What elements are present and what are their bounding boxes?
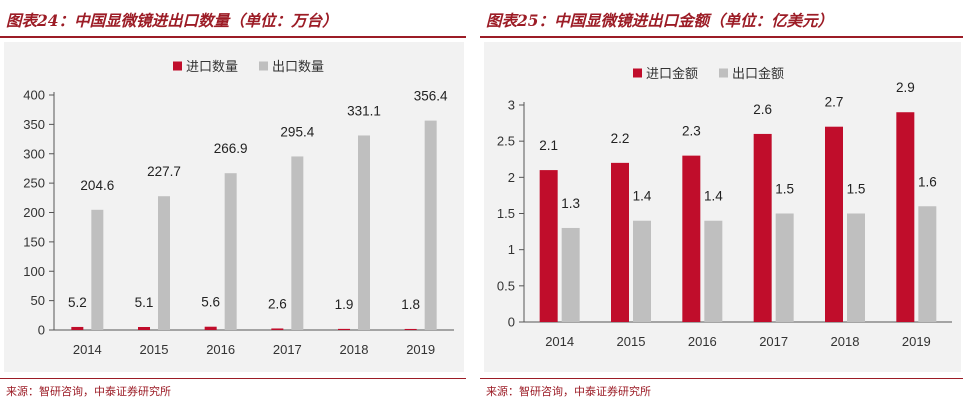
legend-label: 出口数量 bbox=[272, 60, 324, 75]
export-bar-2015 bbox=[158, 196, 170, 330]
import-bar-2016 bbox=[682, 155, 701, 322]
data-label: 1.5 bbox=[847, 182, 866, 197]
import-bar-2019 bbox=[896, 112, 915, 322]
export-bar-2016 bbox=[224, 173, 237, 330]
import-bar-2015 bbox=[611, 162, 629, 322]
data-label: 5.6 bbox=[201, 295, 220, 310]
export-bar-2018 bbox=[847, 213, 865, 322]
data-label: 2.1 bbox=[539, 138, 558, 153]
chart-panel-value: 图表25：中国显微镜进出口金额（单位：亿美元） 0 0.5 1 1.5 2 2.5 3 2.1… bbox=[480, 0, 967, 408]
figure-title: 图表24：中国显微镜进出口数量（单位：万台） bbox=[6, 11, 338, 30]
title-divider bbox=[0, 36, 466, 38]
export-bar-2019 bbox=[424, 120, 437, 331]
x-tick-label: 2019 bbox=[902, 334, 931, 349]
chart-area: 0 0.5 1 1.5 2 2.5 3 2.1 1.3 2014 2.2 1.4 2015 2.3 1.4 2… bbox=[484, 42, 961, 372]
x-tick-label: 2014 bbox=[73, 342, 102, 357]
data-label: 227.7 bbox=[147, 164, 181, 179]
x-tick-label: 2015 bbox=[617, 334, 646, 349]
data-label: 1.9 bbox=[335, 297, 354, 312]
chart-panel-quantity: 图表24：中国显微镜进出口数量（单位：万台） 0 50 100 150 200 250 30… bbox=[0, 0, 470, 408]
import-bar-2014 bbox=[71, 326, 84, 330]
y-tick-label: 250 bbox=[23, 176, 45, 191]
y-tick-label: 400 bbox=[23, 88, 45, 103]
legend-swatch-import bbox=[173, 61, 182, 71]
x-tick-label: 2018 bbox=[340, 342, 369, 357]
export-bar-2014 bbox=[561, 227, 580, 322]
legend-label: 进口数量 bbox=[186, 60, 238, 75]
data-label: 2.6 bbox=[268, 296, 287, 311]
export-bar-2019 bbox=[918, 206, 937, 322]
x-tick-label: 2017 bbox=[273, 342, 302, 357]
import-bar-2014 bbox=[539, 170, 558, 322]
export-bar-2015 bbox=[633, 220, 651, 322]
x-tick-label: 2016 bbox=[688, 334, 717, 349]
import-bar-2015 bbox=[138, 327, 150, 330]
data-label: 2.9 bbox=[896, 80, 915, 95]
import-bar-2017 bbox=[271, 328, 284, 330]
y-tick-label: 2.5 bbox=[497, 134, 515, 149]
title-divider bbox=[480, 36, 963, 38]
import-bar-2018 bbox=[825, 126, 843, 322]
data-label: 266.9 bbox=[214, 141, 248, 156]
data-label: 204.6 bbox=[80, 178, 114, 193]
data-label: 1.4 bbox=[704, 189, 723, 204]
value-bar-chart: 0 0.5 1 1.5 2 2.5 3 2.1 1.3 2014 2.2 1.4 2015 2.3 1.4 2… bbox=[497, 66, 952, 349]
export-bar-2017 bbox=[775, 213, 794, 322]
legend-swatch-export bbox=[719, 68, 728, 78]
data-label: 331.1 bbox=[347, 103, 381, 118]
data-label: 5.1 bbox=[135, 295, 154, 310]
source-divider bbox=[0, 378, 466, 379]
quantity-bar-chart: 0 50 100 150 200 250 300 350 400 5.2 204.6 2014 5.1 2… bbox=[23, 60, 454, 357]
data-label: 5.2 bbox=[68, 295, 87, 310]
y-tick-label: 0 bbox=[38, 323, 45, 338]
y-tick-label: 0.5 bbox=[497, 278, 515, 293]
y-tick-label: 50 bbox=[31, 293, 45, 308]
source-note: 来源：智研咨询，中泰证券研究所 bbox=[6, 385, 171, 398]
legend-label: 进口金额 bbox=[646, 66, 698, 82]
x-tick-label: 2019 bbox=[406, 342, 435, 357]
import-bar-2017 bbox=[753, 133, 772, 322]
import-bar-2018 bbox=[338, 328, 350, 330]
y-tick-label: 350 bbox=[23, 117, 45, 132]
x-tick-label: 2015 bbox=[140, 342, 169, 357]
export-bar-2014 bbox=[91, 209, 104, 330]
y-tick-label: 200 bbox=[23, 205, 45, 220]
data-label: 1.6 bbox=[918, 174, 937, 189]
data-label: 1.8 bbox=[401, 297, 420, 312]
source-divider bbox=[480, 378, 963, 379]
y-tick-label: 1.5 bbox=[497, 206, 515, 221]
y-tick-label: 2 bbox=[508, 170, 515, 185]
data-label: 356.4 bbox=[414, 89, 448, 104]
export-bar-2018 bbox=[358, 135, 370, 330]
export-bar-2016 bbox=[704, 220, 723, 322]
x-tick-label: 2016 bbox=[206, 342, 235, 357]
legend-swatch-import bbox=[633, 68, 642, 78]
import-bar-2016 bbox=[204, 326, 217, 330]
legend-label: 出口金额 bbox=[732, 66, 784, 82]
chart-area: 0 50 100 150 200 250 300 350 400 5.2 204.6 2014 5.1 2… bbox=[4, 42, 464, 372]
data-label: 2.2 bbox=[611, 131, 630, 146]
data-label: 2.3 bbox=[682, 124, 701, 139]
data-label: 2.7 bbox=[825, 95, 844, 110]
data-label: 1.5 bbox=[775, 182, 794, 197]
data-label: 2.6 bbox=[753, 102, 772, 117]
export-bar-2017 bbox=[291, 156, 304, 330]
y-tick-label: 3 bbox=[508, 98, 515, 113]
figure-title: 图表25：中国显微镜进出口金额（单位：亿美元） bbox=[486, 11, 834, 30]
data-label: 1.4 bbox=[633, 189, 652, 204]
x-tick-label: 2014 bbox=[545, 334, 574, 349]
x-tick-label: 2018 bbox=[831, 334, 860, 349]
y-tick-label: 150 bbox=[23, 234, 45, 249]
data-label: 295.4 bbox=[280, 124, 314, 139]
y-tick-label: 1 bbox=[508, 242, 515, 257]
legend-swatch-export bbox=[259, 61, 268, 71]
y-tick-label: 300 bbox=[23, 146, 45, 161]
import-bar-2019 bbox=[404, 328, 417, 330]
y-tick-label: 100 bbox=[23, 264, 45, 279]
source-note: 来源：智研咨询，中泰证券研究所 bbox=[486, 385, 651, 398]
data-label: 1.3 bbox=[561, 196, 580, 211]
y-tick-label: 0 bbox=[508, 315, 515, 330]
x-tick-label: 2017 bbox=[759, 334, 788, 349]
